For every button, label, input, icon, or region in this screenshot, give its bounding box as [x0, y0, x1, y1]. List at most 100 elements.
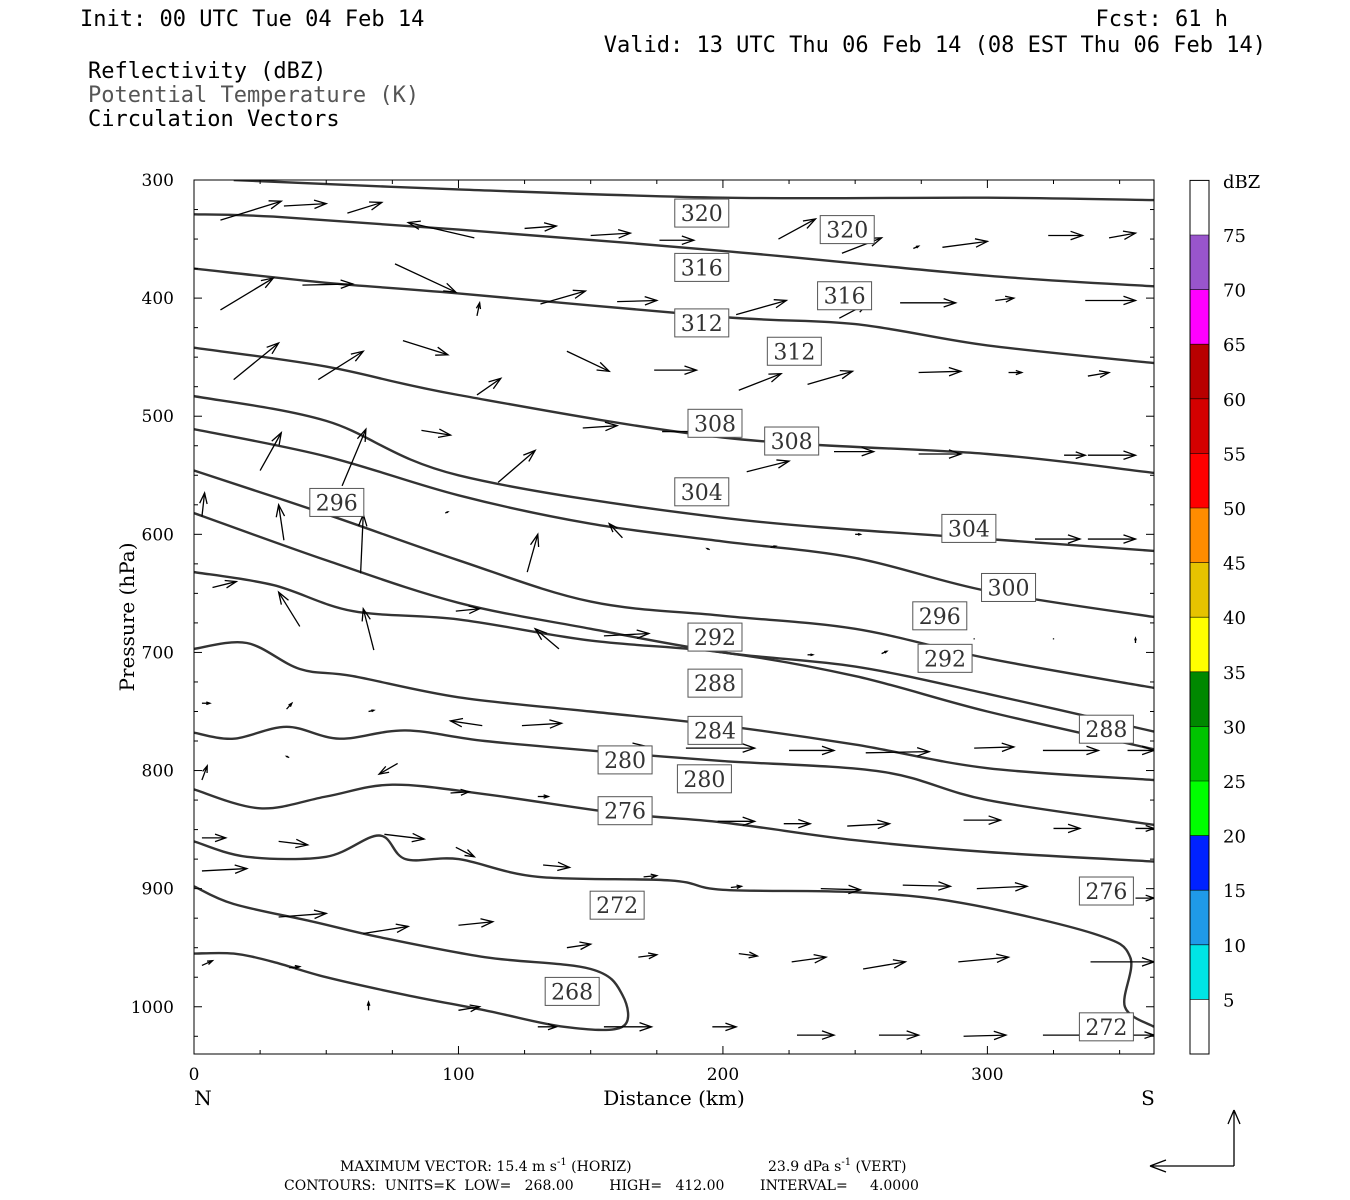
contour-label-text: 284: [694, 719, 736, 744]
circulation-vector: [212, 579, 239, 589]
valid-time: Valid: 13 UTC Thu 06 Feb 14 (08 EST Thu …: [604, 33, 1266, 58]
circulation-vector: [807, 369, 855, 385]
vector-shaft: [394, 263, 457, 293]
vector-arrowhead: [821, 745, 836, 756]
circulation-vector: [1048, 230, 1085, 241]
vector-arrowhead: [1141, 745, 1154, 756]
vector-shaft: [302, 283, 353, 286]
circulation-vector: [1087, 534, 1138, 544]
vector-arrowhead: [406, 220, 421, 230]
circulation-vector: [406, 220, 475, 239]
vector-shaft: [942, 240, 988, 248]
circulation-vector: [377, 762, 398, 776]
circulation-vector: [834, 446, 876, 457]
contour-label: 296: [309, 487, 365, 517]
vector-arrowhead: [1075, 451, 1088, 460]
contour-label-text: 320: [681, 202, 723, 227]
circulation-vector: [685, 743, 757, 753]
colorbar-segment: [1190, 835, 1209, 891]
max-horiz-value: MAXIMUM VECTOR: 15.4 m s: [340, 1159, 557, 1175]
y-tick-label: 900: [142, 880, 174, 900]
vector-shaft: [976, 885, 1028, 890]
contour-label: 312: [766, 336, 822, 366]
y-tick-label: 800: [142, 762, 174, 782]
colorbar-label: 45: [1223, 554, 1246, 575]
vector-shaft: [902, 884, 951, 887]
vector-arrowhead: [681, 235, 696, 246]
contour-label: 296: [912, 601, 968, 631]
vector-shaft: [450, 720, 483, 727]
theta-contour-320: [233, 180, 1154, 202]
contour-label-text: 312: [773, 340, 815, 365]
circulation-vector: [458, 1004, 482, 1013]
vector-arrowhead: [916, 747, 932, 757]
circulation-vector: [566, 941, 593, 951]
circulation-vector: [963, 1030, 1008, 1041]
forecast-hour: Fcst: 61 h: [1096, 7, 1228, 32]
colorbar-segment: [1190, 890, 1209, 945]
circulation-vector: [918, 366, 963, 377]
colorbar-segment: [1190, 562, 1209, 618]
theta-contour-280: [194, 725, 1154, 827]
colorbar-segment: [1190, 289, 1209, 345]
vector-arrowhead: [294, 964, 302, 970]
vector-arrowhead: [1145, 824, 1154, 832]
vector-arrowhead: [857, 532, 863, 536]
vector-shaft: [791, 956, 827, 963]
circulation-vector: [458, 918, 495, 928]
vector-shaft: [524, 225, 557, 230]
contour-label-box: [674, 252, 730, 282]
vector-shaft: [201, 867, 247, 872]
circulation-vector: [738, 372, 783, 391]
contour-label-text: 304: [681, 481, 723, 506]
vector-arrowhead: [579, 941, 593, 951]
contour-label-text: 280: [683, 768, 725, 793]
vector-shaft: [841, 237, 882, 254]
contour-label-text: 312: [681, 312, 723, 337]
colorbar-segment: [1190, 453, 1209, 508]
colorbar-segment: [1190, 944, 1209, 1000]
contour-label-box: [687, 668, 743, 698]
circulation-vector: [341, 427, 367, 487]
vector-shaft: [384, 833, 425, 840]
vector-arrowhead: [1086, 745, 1101, 756]
vector-arrowhead: [572, 289, 588, 299]
vector-shaft: [608, 523, 623, 539]
circulation-vector: [201, 864, 249, 874]
circulation-vector: [717, 816, 757, 827]
vector-shaft: [458, 1006, 480, 1011]
circulation-vector: [526, 532, 540, 573]
circulation-vector: [450, 788, 472, 796]
vector-arrowhead: [475, 300, 482, 310]
vector-arrowhead: [543, 794, 551, 799]
contour-label: 284: [687, 715, 743, 745]
vector-arrowhead: [395, 923, 411, 934]
vector-arrowhead: [480, 918, 495, 928]
vector-shaft: [566, 943, 591, 949]
contour-label: 276: [1078, 876, 1134, 906]
vector-shaft: [847, 823, 890, 827]
vector-shaft: [918, 370, 961, 374]
vector-arrowhead: [268, 200, 284, 210]
vector-shaft: [317, 350, 364, 381]
circulation-vector: [918, 449, 963, 459]
vector-arrowhead: [377, 765, 390, 776]
circulation-vector: [284, 755, 290, 759]
contour-label-text: 288: [694, 672, 736, 697]
contour-label: 312: [674, 308, 730, 338]
vector-shaft: [220, 277, 274, 311]
circulation-vector: [402, 340, 450, 356]
vector-shaft: [277, 504, 285, 541]
contour-label-text: 296: [919, 605, 961, 630]
colorbar-segment: [1190, 508, 1209, 563]
circulation-vector: [347, 201, 384, 214]
vector-arrowhead: [1123, 534, 1138, 544]
contour-label: 272: [589, 890, 645, 920]
reference-horizontal-arrowhead: [1149, 1159, 1167, 1173]
vector-arrowhead: [446, 511, 450, 514]
vector-shaft: [738, 373, 782, 391]
vector-arrowhead: [1067, 823, 1082, 834]
vector-arrowhead: [411, 832, 427, 843]
contour-label-box: [676, 764, 732, 794]
